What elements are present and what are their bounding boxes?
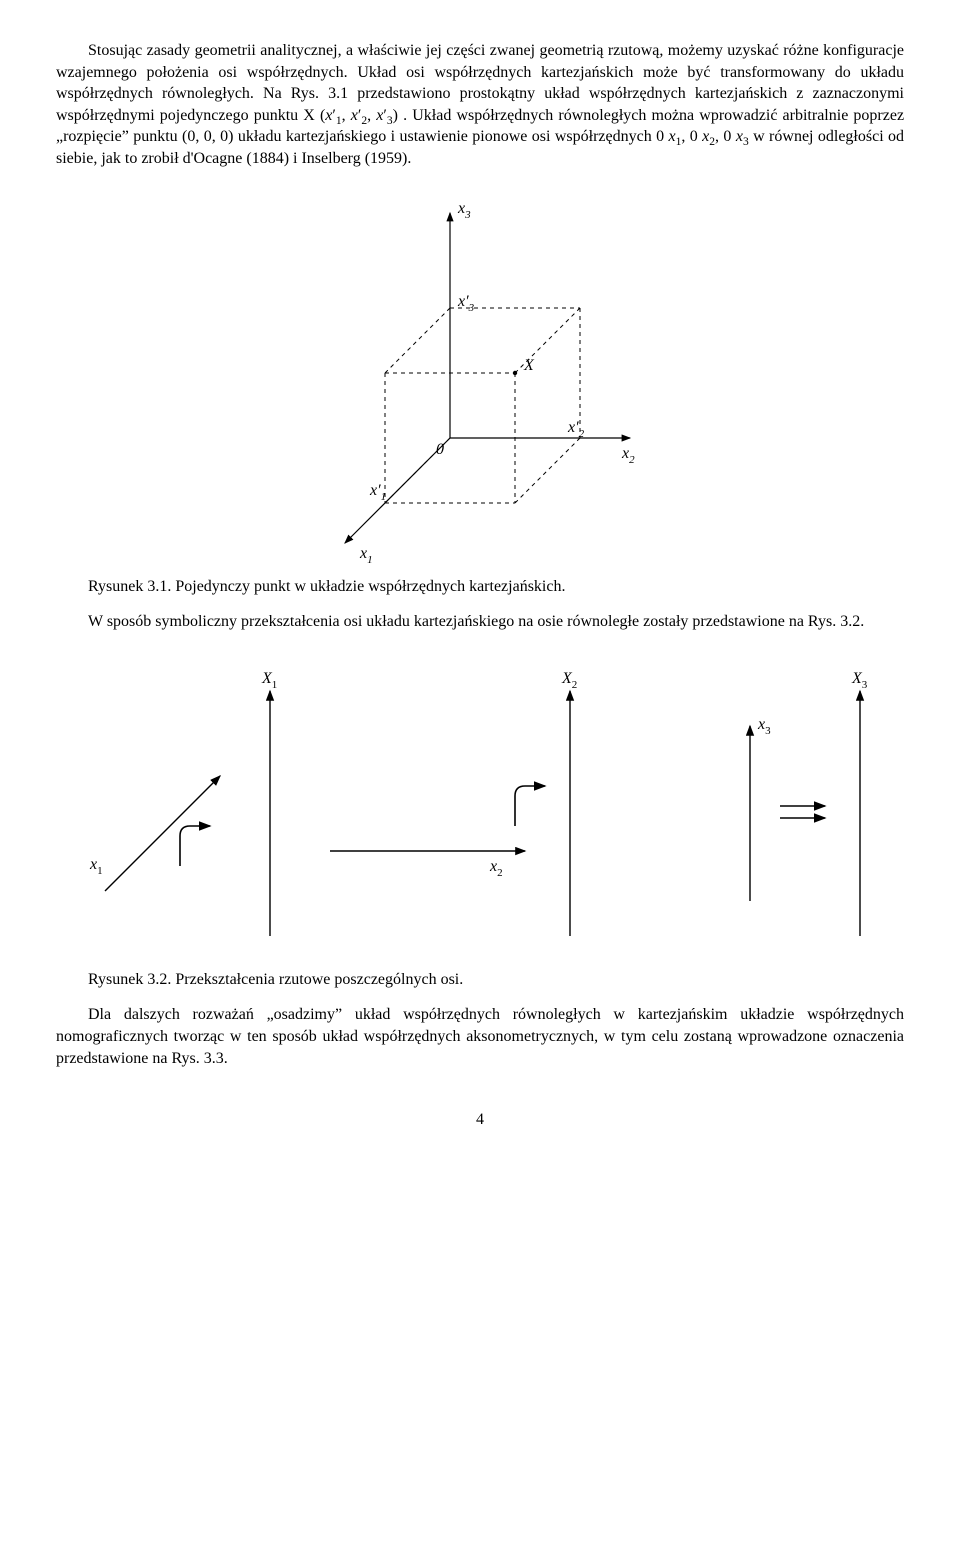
fig1-lbl-x1p: x′1	[369, 482, 386, 503]
page-number: 4	[56, 1109, 904, 1131]
fig2-lbl-X2: X2	[561, 670, 577, 691]
p1-c3: , 0	[681, 128, 702, 145]
p1-rp: )	[393, 107, 398, 124]
figure-3-2: X1 X2 X3 x1 x2 x3	[56, 651, 904, 961]
figure-3-1: x3 x′3 X 0 x′2 x2 x′1 x1	[56, 188, 904, 568]
fig1-lbl-x1: x1	[359, 545, 373, 566]
fig1-lbl-X: X	[523, 357, 535, 374]
caption-fig-3-2: Rysunek 3.2. Przekształcenia rzutowe pos…	[56, 969, 904, 991]
fig2-lbl-x1: x1	[89, 856, 103, 877]
fig2-lbl-x3: x3	[757, 716, 771, 737]
fig2-lbl-x2: x2	[489, 858, 503, 879]
paragraph-3: Dla dalszych rozważań „osadzimy” układ w…	[56, 1004, 904, 1069]
fig1-svg: x3 x′3 X 0 x′2 x2 x′1 x1	[300, 188, 660, 568]
fig1-lbl-zero: 0	[436, 441, 444, 458]
fig2-lbl-X3: X3	[851, 670, 868, 691]
p1-x1: x	[325, 107, 332, 124]
paragraph-1: Stosując zasady geometrii analitycznej, …	[56, 40, 904, 170]
p1-ox1: x	[668, 128, 675, 145]
paragraph-2: W sposób symboliczny przekształcenia osi…	[56, 611, 904, 633]
fig1-lbl-x2: x2	[621, 445, 635, 466]
p1-c2: ,	[367, 107, 376, 124]
fig2-svg: X1 X2 X3 x1 x2 x3	[70, 651, 890, 961]
caption-fig-3-1: Rysunek 3.1. Pojedynczy punkt w układzie…	[56, 576, 904, 598]
p1-c4: , 0	[715, 128, 736, 145]
p1-ox3: x	[736, 128, 743, 145]
fig2-lbl-X1: X1	[261, 670, 277, 691]
p1-c1: ,	[342, 107, 351, 124]
p1-x3: x	[376, 107, 383, 124]
p1-X: X	[303, 107, 315, 124]
fig1-lbl-x3: x3	[457, 200, 471, 221]
fig1-lbl-x2p: x′2	[567, 419, 585, 440]
p1-ox3s: 3	[743, 137, 749, 149]
p1-x2: x	[351, 107, 358, 124]
fig1-lbl-x3p: x′3	[457, 293, 475, 314]
